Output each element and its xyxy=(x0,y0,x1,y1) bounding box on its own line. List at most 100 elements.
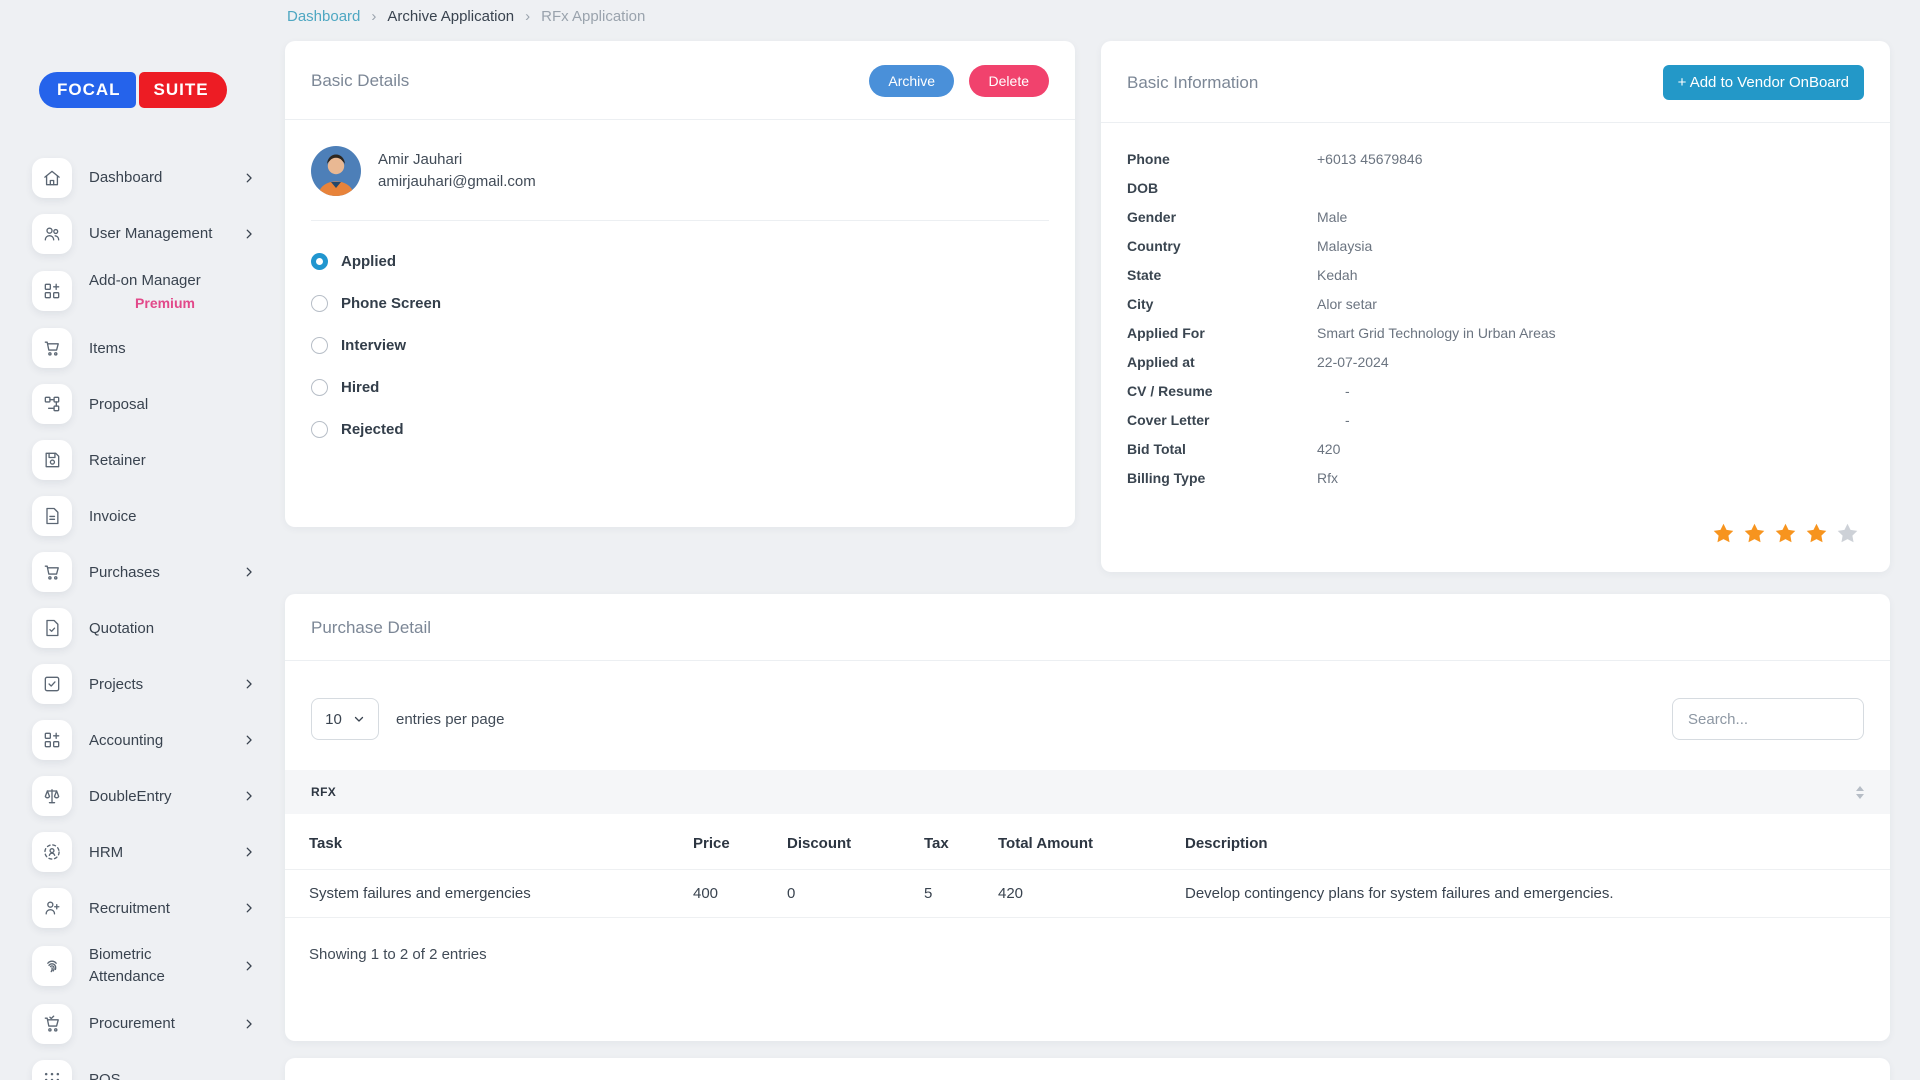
search-input[interactable] xyxy=(1672,698,1864,740)
breadcrumb-item-archive-application[interactable]: Archive Application xyxy=(387,8,515,25)
sort-icon[interactable] xyxy=(1856,785,1864,799)
sidebar-item-quotation[interactable]: Quotation xyxy=(0,608,282,649)
chevron-right-icon xyxy=(242,789,256,803)
profile-identity: Amir Jauhari amirjauhari@gmail.com xyxy=(378,149,536,193)
focal-suite-logo: FOCAL SUITE xyxy=(39,72,227,108)
sidebar-item-biometric-attendance[interactable]: Biometric Attendance xyxy=(0,944,282,987)
column-header-price: Price xyxy=(693,835,730,852)
radio-unselected-icon[interactable] xyxy=(311,421,328,438)
sidebar-item-label: Accounting xyxy=(89,731,164,749)
star-empty-icon[interactable] xyxy=(1835,521,1860,546)
file-check-icon xyxy=(32,608,72,649)
sidebar-item-retainer[interactable]: Retainer xyxy=(0,440,282,481)
premium-badge: Premium xyxy=(135,294,195,311)
sidebar-item-label: Recruitment xyxy=(89,899,170,917)
info-field-city: City Alor setar xyxy=(1127,294,1864,315)
info-field-state: State Kedah xyxy=(1127,265,1864,286)
chevron-right-icon xyxy=(242,1017,256,1031)
radio-unselected-icon[interactable] xyxy=(311,379,328,396)
star-filled-icon[interactable] xyxy=(1711,521,1736,546)
sidebar-item-purchases[interactable]: Purchases xyxy=(0,552,282,593)
entries-per-page-value: 10 xyxy=(325,710,342,728)
sidebar-item-label: Dashboard xyxy=(89,169,163,187)
star-filled-icon[interactable] xyxy=(1742,521,1767,546)
sidebar-item-projects[interactable]: Projects xyxy=(0,664,282,705)
chevron-right-icon xyxy=(242,565,256,579)
breadcrumb-item-dashboard[interactable]: Dashboard xyxy=(287,8,361,25)
next-card-partial xyxy=(285,1058,1890,1080)
cell-discount: 0 xyxy=(779,869,916,918)
grid-dots-icon xyxy=(32,1059,72,1080)
basic-information-card: Basic Information + Add to Vendor OnBoar… xyxy=(1101,41,1890,572)
table-row[interactable]: System failures and emergencies 400 0 5 420 D… xyxy=(285,869,1890,918)
basic-details-actions: Archive Delete xyxy=(869,65,1049,97)
sidebar-item-label: POS xyxy=(89,1070,121,1080)
info-field-dob: DOB xyxy=(1127,178,1864,199)
delete-button[interactable]: Delete xyxy=(968,65,1049,97)
stage-option-phone-screen[interactable]: Phone Screen xyxy=(311,289,1049,318)
sidebar-item-accounting[interactable]: Accounting xyxy=(0,720,282,761)
field-value: Male xyxy=(1317,209,1348,225)
star-filled-icon[interactable] xyxy=(1804,521,1829,546)
cell-tax: 5 xyxy=(916,869,990,918)
basic-details-title: Basic Details xyxy=(311,71,410,90)
sidebar-item-dashboard[interactable]: Dashboard xyxy=(0,158,282,198)
sidebar-item-label: Biometric Attendance xyxy=(89,946,165,986)
info-field-list: Phone +6013 45679846 DOB Gender Male Country M… xyxy=(1127,149,1864,489)
basic-details-header: Basic Details Archive Delete xyxy=(285,41,1075,120)
sidebar-item-hrm[interactable]: HRM xyxy=(0,832,282,873)
grid-plus-icon xyxy=(32,271,72,312)
radio-unselected-icon[interactable] xyxy=(311,295,328,312)
sidebar-item-label: Items xyxy=(89,339,126,357)
sidebar-item-procurement[interactable]: Procurement xyxy=(0,1003,282,1044)
stage-option-applied[interactable]: Applied xyxy=(311,247,1049,276)
add-to-vendor-onboard-button[interactable]: + Add to Vendor OnBoard xyxy=(1662,65,1864,100)
star-filled-icon[interactable] xyxy=(1773,521,1798,546)
field-label: Phone xyxy=(1127,151,1170,167)
sidebar-item-invoice[interactable]: Invoice xyxy=(0,496,282,537)
rating-stars xyxy=(1127,521,1864,546)
field-value: Alor setar xyxy=(1317,296,1377,312)
radio-selected-icon[interactable] xyxy=(311,253,328,270)
candidate-name: Amir Jauhari xyxy=(378,151,463,169)
archive-button[interactable]: Archive xyxy=(869,65,955,97)
sidebar-item-recruitment[interactable]: Recruitment xyxy=(0,888,282,929)
sidebar-item-label: Retainer xyxy=(89,451,146,469)
workflow-icon xyxy=(32,384,72,425)
users-icon xyxy=(32,214,72,254)
cell-description: Develop contingency plans for system fai… xyxy=(1177,869,1890,918)
info-field-country: Country Malaysia xyxy=(1127,236,1864,257)
chevron-right-icon xyxy=(242,959,256,973)
column-header-total-amount: Total Amount xyxy=(998,835,1093,852)
stage-option-interview[interactable]: Interview xyxy=(311,331,1049,360)
stage-option-rejected[interactable]: Rejected xyxy=(311,415,1049,444)
chevron-right-icon xyxy=(242,171,256,185)
sidebar-item-add-on-manager[interactable]: Add-on Manager Premium xyxy=(0,270,282,312)
sidebar-item-label: Proposal xyxy=(89,395,149,413)
radio-unselected-icon[interactable] xyxy=(311,337,328,354)
sidebar-item-user-management[interactable]: User Management xyxy=(0,214,282,254)
stage-list: Applied Phone Screen Interview Hired Rejecte… xyxy=(311,247,1049,444)
sidebar-item-pos[interactable]: POS xyxy=(0,1059,282,1080)
stage-option-hired[interactable]: Hired xyxy=(311,373,1049,402)
sidebar-item-label: User Management xyxy=(89,225,213,243)
top-row: Basic Details Archive Delete xyxy=(285,41,1890,572)
basic-information-body: Phone +6013 45679846 DOB Gender Male Country M… xyxy=(1101,123,1890,572)
sidebar-nav: Dashboard User Management Add-on Manager Pr… xyxy=(0,158,282,1080)
sidebar-item-items[interactable]: Items xyxy=(0,328,282,369)
sidebar-item-doubleentry[interactable]: DoubleEntry xyxy=(0,776,282,817)
table-controls: 10 entries per page xyxy=(285,661,1890,770)
entries-per-page-select[interactable]: 10 xyxy=(311,698,379,740)
sidebar-item-proposal[interactable]: Proposal xyxy=(0,384,282,425)
field-label: Gender xyxy=(1127,209,1177,225)
field-value: - xyxy=(1345,383,1350,399)
sidebar-item-label: HRM xyxy=(89,843,124,861)
field-label: Applied at xyxy=(1127,354,1195,370)
sidebar-item-label: Invoice xyxy=(89,507,137,525)
column-header-description: Description xyxy=(1185,835,1268,852)
save-icon xyxy=(32,440,72,481)
field-label: Applied For xyxy=(1127,325,1205,341)
rfx-group-header: RFX xyxy=(285,770,1890,814)
info-field-phone: Phone +6013 45679846 xyxy=(1127,149,1864,170)
field-value: +6013 45679846 xyxy=(1317,151,1423,167)
